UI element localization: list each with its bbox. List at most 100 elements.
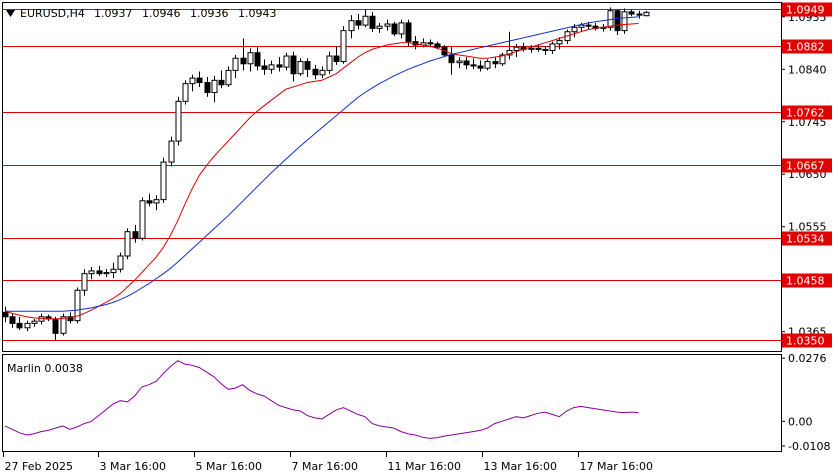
level-tags: 1.0949 1.0882 1.0762 1.0667 1.0534 1.0458 1.03… — [782, 2, 832, 348]
candle-body — [456, 60, 463, 64]
candle-body — [398, 22, 405, 35]
level-tag — [782, 2, 832, 17]
candle-body — [132, 231, 139, 239]
candle-body — [276, 64, 283, 68]
candle-body — [535, 47, 542, 50]
candle-body — [297, 61, 304, 75]
symbol-label: EURUSD,H4 — [20, 7, 85, 20]
candle-body — [160, 161, 167, 201]
candle-body — [355, 20, 362, 26]
candle-body — [168, 140, 175, 163]
indicator-tick-label: 0.0276 — [788, 352, 827, 365]
candle-body — [290, 55, 297, 75]
candle-body — [110, 268, 117, 274]
level-tag — [782, 158, 832, 173]
candle-body — [103, 272, 110, 275]
candle-body — [384, 23, 391, 27]
candle-body — [499, 54, 506, 65]
level-tag-label: 1.0762 — [786, 107, 825, 120]
oscillator-line — [4, 360, 639, 439]
candle-body — [628, 11, 635, 15]
candle-body — [312, 68, 319, 76]
candle-body — [88, 270, 95, 275]
candle-body — [463, 60, 470, 66]
candle-body — [175, 100, 182, 142]
candle-body — [571, 26, 578, 33]
candle-body — [621, 11, 628, 32]
time-axis: 27 Feb 2025 3 Mar 16:00 5 Mar 16:00 7 Mar 1… — [3, 452, 653, 473]
candle-body — [484, 61, 491, 69]
level-tag-label: 1.0667 — [786, 160, 825, 173]
candle-body — [326, 55, 333, 71]
candle-body — [74, 289, 81, 322]
candle-body — [24, 322, 31, 329]
candle-body — [204, 82, 211, 93]
candle-body — [225, 69, 232, 86]
level-tag-label: 1.0458 — [786, 275, 825, 288]
candle-body — [348, 20, 355, 32]
indicator-pane-frame — [2, 354, 782, 452]
candle-body — [2, 311, 9, 318]
high-value: 1.0946 — [142, 7, 181, 20]
candle-body — [247, 52, 254, 65]
time-tick-label: 7 Mar 16:00 — [292, 460, 358, 473]
candle-body — [81, 273, 88, 291]
ma-line — [4, 22, 639, 320]
indicator-tick-label: 0.00 — [788, 415, 813, 428]
candle-body — [218, 79, 225, 86]
indicator-title: Marlin 0.0038 — [7, 362, 83, 375]
level-tag — [782, 333, 832, 348]
indicator-axis: 0.0276 0.00 -0.0108 — [781, 352, 830, 453]
candle-body — [492, 61, 499, 65]
time-tick-label: 13 Mar 16:00 — [484, 460, 557, 473]
candle-body — [405, 22, 412, 43]
candle-body — [477, 65, 484, 69]
candle-body — [52, 318, 59, 334]
time-tick-label: 11 Mar 16:00 — [388, 460, 461, 473]
candle-body — [333, 55, 340, 63]
candle-body — [60, 316, 67, 334]
candle-body — [153, 199, 160, 204]
candle-body — [304, 61, 311, 70]
candle-body — [362, 15, 369, 26]
candle-body — [232, 57, 239, 71]
level-tag-label: 1.0949 — [786, 4, 825, 17]
candle-body — [513, 46, 520, 52]
close-value: 1.0943 — [238, 7, 277, 20]
candle-body — [96, 270, 103, 275]
candle-body — [376, 25, 383, 29]
open-value: 1.0937 — [94, 7, 133, 20]
time-tick-label: 17 Mar 16:00 — [580, 460, 653, 473]
candle-body — [614, 10, 621, 32]
indicator-tick-label: -0.0108 — [788, 440, 830, 453]
candle-body — [369, 15, 376, 29]
candle-body — [45, 316, 52, 320]
level-tag-label: 1.0534 — [786, 233, 825, 246]
price-pane: EURUSD,H4 1.0937 1.0946 1.0936 1.0943 — [2, 2, 782, 352]
candle-body — [340, 30, 347, 63]
candle-body — [67, 316, 74, 322]
candles — [2, 7, 650, 342]
time-tick-label: 27 Feb 2025 — [5, 460, 73, 473]
candle-body — [211, 79, 218, 93]
level-tag — [782, 39, 832, 54]
candle-body — [240, 57, 247, 65]
candle-body — [636, 13, 643, 16]
time-tick-label: 3 Mar 16:00 — [100, 460, 166, 473]
horizontal-levels — [3, 9, 781, 341]
candle-body — [38, 316, 45, 322]
time-tick-label: 5 Mar 16:00 — [196, 460, 262, 473]
level-tag — [782, 105, 832, 120]
oscillator-series-line — [4, 360, 639, 439]
price-tick-label: 1.0840 — [788, 63, 827, 76]
level-tag — [782, 231, 832, 246]
candle-body — [283, 55, 290, 68]
collapse-triangle-icon[interactable] — [6, 10, 15, 17]
candle-body — [16, 322, 23, 329]
candle-body — [268, 64, 275, 70]
candle-body — [643, 11, 650, 17]
level-tag — [782, 273, 832, 288]
price-pane-frame — [2, 2, 782, 352]
indicator-pane: Marlin 0.0038 — [2, 354, 782, 452]
